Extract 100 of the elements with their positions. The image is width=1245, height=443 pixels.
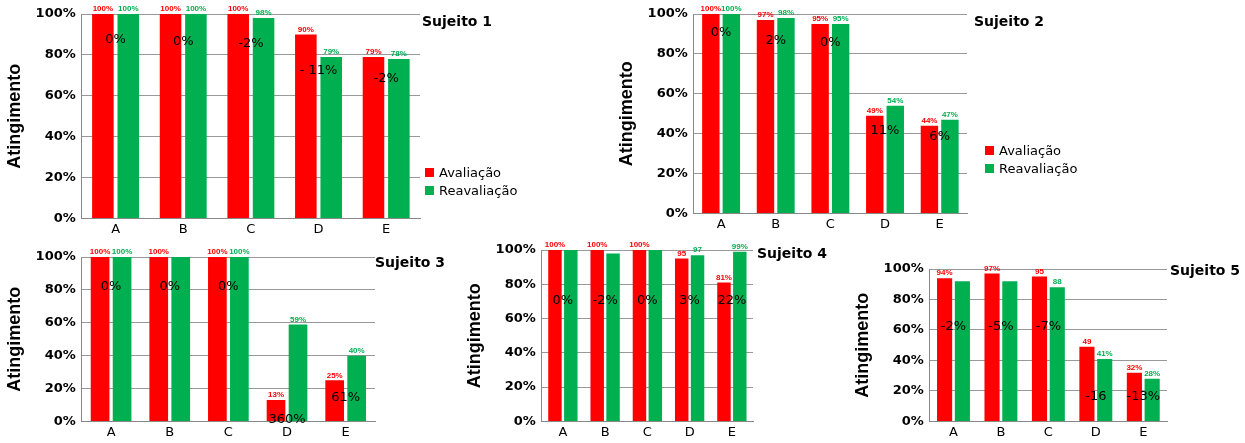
annotation: 6% xyxy=(929,128,950,144)
data-label: 100% xyxy=(229,247,250,257)
y-tick-label: 0% xyxy=(53,412,76,428)
annotation: -2% xyxy=(940,318,967,334)
x-tick-label: B xyxy=(996,423,1006,439)
data-label: 97% xyxy=(757,10,774,20)
x-tick-label: D xyxy=(880,215,891,231)
y-tick-label: 20% xyxy=(892,382,924,398)
annotation: 3% xyxy=(679,292,700,308)
data-label: 41% xyxy=(1096,349,1113,359)
data-label: 100% xyxy=(586,240,608,250)
y-tick-label: 0% xyxy=(53,209,76,225)
data-label: 98% xyxy=(777,8,794,18)
x-tick-label: B xyxy=(771,215,781,231)
data-label: 32% xyxy=(1126,362,1143,372)
x-tick-label: A xyxy=(111,220,121,236)
data-label: 100% xyxy=(111,247,133,257)
annotation: -2% xyxy=(373,69,399,85)
y-tick-label: 80% xyxy=(656,45,688,61)
annotation: -2% xyxy=(592,292,618,308)
legend-label: Avaliação xyxy=(439,165,502,180)
annotation: -2% xyxy=(238,34,264,50)
data-label: 100% xyxy=(629,240,650,250)
x-tick-label: E xyxy=(382,220,391,236)
annotation: 0% xyxy=(637,292,658,308)
annotation: 0% xyxy=(218,277,239,293)
y-tick-label: 60% xyxy=(44,314,76,330)
data-label: 95% xyxy=(812,14,829,24)
data-label: 13% xyxy=(268,390,285,400)
data-label: 100% xyxy=(118,4,139,14)
data-label: 78% xyxy=(390,49,407,59)
y-tick-label: 80% xyxy=(892,290,924,306)
y-tick-label: 0% xyxy=(901,412,924,428)
y-tick-label: 40% xyxy=(656,125,688,141)
y-tick-label: 80% xyxy=(504,275,536,291)
text: Sujeito 2 xyxy=(974,12,1045,29)
y-axis-title: Atingimento xyxy=(463,283,484,389)
x-tick-label: C xyxy=(642,423,652,439)
x-tick-label: D xyxy=(1090,423,1101,439)
annotation: -7% xyxy=(1035,318,1062,334)
x-tick-label: A xyxy=(716,215,726,231)
data-label: 79% xyxy=(365,47,382,57)
x-tick-label: E xyxy=(1139,423,1148,439)
y-axis-title: Atingimento xyxy=(615,61,636,167)
data-label: 54% xyxy=(887,95,904,105)
data-label: 49% xyxy=(866,105,883,115)
annotation: 61% xyxy=(331,389,361,405)
data-label: 98% xyxy=(255,8,272,18)
data-label: 28% xyxy=(1144,368,1161,378)
y-axis-title: Atingimento xyxy=(3,63,24,169)
y-tick-label: 40% xyxy=(44,128,76,144)
x-tick-label: B xyxy=(165,423,175,439)
y-tick-label: 40% xyxy=(44,347,76,363)
x-tick-label: E xyxy=(727,423,736,439)
annotation: 360% xyxy=(268,410,306,426)
legend-label: Reavaliação xyxy=(439,183,518,198)
x-tick-label: A xyxy=(558,423,568,439)
text: Sujeito 4 xyxy=(757,244,828,261)
text: Sujeito 3 xyxy=(375,253,446,270)
y-tick-label: 20% xyxy=(44,168,76,184)
y-tick-label: 100% xyxy=(883,260,924,276)
legend-label: Reavaliação xyxy=(999,161,1078,176)
annotation: 0% xyxy=(820,34,841,50)
data-label: 95% xyxy=(832,14,849,24)
text: Sujeito 5 xyxy=(1170,261,1241,278)
x-tick-label: A xyxy=(106,423,116,439)
data-label: 49 xyxy=(1082,336,1092,346)
data-label: 100% xyxy=(544,240,566,250)
annotation: 0% xyxy=(105,30,126,46)
data-label: 100% xyxy=(721,4,742,14)
x-tick-label: C xyxy=(825,215,835,231)
data-label: 47% xyxy=(941,109,958,119)
annotation: 0% xyxy=(710,24,732,40)
annotation: 0% xyxy=(172,32,194,48)
y-tick-label: 60% xyxy=(504,309,536,325)
data-label: 100% xyxy=(227,4,249,14)
data-label: 99% xyxy=(731,241,748,251)
y-tick-label: 20% xyxy=(44,379,76,395)
data-label: 100% xyxy=(89,247,111,257)
annotation: -16 xyxy=(1085,388,1107,404)
y-tick-label: 100% xyxy=(647,5,688,21)
data-label: 97% xyxy=(984,263,1001,273)
data-label: 88 xyxy=(1052,277,1063,287)
data-label: 100% xyxy=(160,4,181,14)
y-axis-title: Atingimento xyxy=(851,292,872,398)
y-tick-label: 0% xyxy=(513,412,536,428)
y-tick-label: 60% xyxy=(44,87,76,103)
x-tick-label: C xyxy=(1043,423,1053,439)
annotation: 11% xyxy=(870,122,900,138)
data-label: 94% xyxy=(936,268,953,278)
data-label: 79% xyxy=(323,47,340,57)
data-label: 97 xyxy=(693,245,703,255)
legend-label: Avaliação xyxy=(999,143,1062,158)
x-tick-label: D xyxy=(684,423,695,439)
data-label: 95 xyxy=(1035,266,1045,276)
y-tick-label: 100% xyxy=(35,248,76,264)
x-tick-label: C xyxy=(223,423,233,439)
x-tick-label: D xyxy=(282,423,293,439)
data-label: 81% xyxy=(715,272,732,282)
x-tick-label: E xyxy=(341,423,350,439)
